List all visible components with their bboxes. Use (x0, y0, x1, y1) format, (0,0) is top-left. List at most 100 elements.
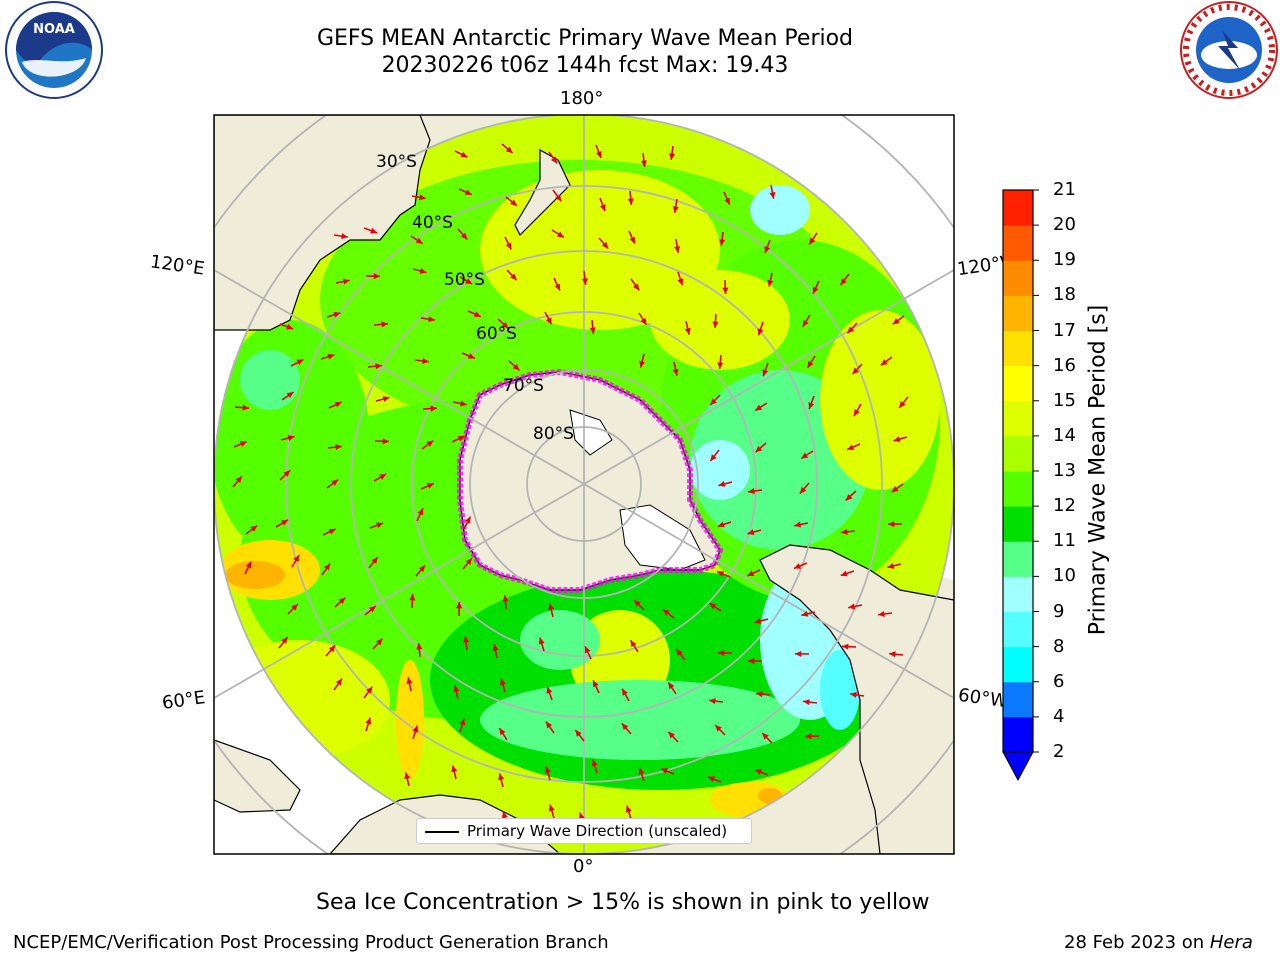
wave-arrow-head (878, 610, 885, 617)
wave-arrow-head (291, 604, 298, 611)
wave-arrow-head (235, 476, 242, 484)
wave-arrow-head (674, 246, 681, 253)
wave-arrow-head (510, 199, 517, 206)
colorbar-tick-label: 10 (1053, 565, 1076, 587)
lon-label-180: 180° (560, 88, 604, 109)
wave-arrow-head (331, 479, 339, 486)
wave-arrow-head (463, 636, 470, 643)
wave-arrow-head (505, 146, 513, 154)
wave-arrow-head (718, 649, 725, 656)
wave-arrow-head (555, 194, 562, 202)
wave-arrow-head (545, 317, 552, 325)
wave-arrow-head (755, 404, 763, 411)
colorbar-bin (1003, 365, 1033, 402)
wave-arrow-head (627, 198, 634, 205)
wave-arrow-head (668, 682, 675, 690)
colorbar-tick-label: 15 (1053, 389, 1076, 411)
wave-arrow-head (406, 677, 413, 685)
wave-arrow-head (342, 278, 350, 285)
wave-arrow-head (640, 160, 647, 167)
wave-arrow-head (591, 759, 598, 767)
wave-arrow-head (575, 729, 582, 737)
wave-arrow-head (373, 273, 380, 280)
wave-arrow-head (510, 273, 517, 281)
wave-arrow-head (747, 570, 755, 576)
wave-arrow-head (718, 481, 726, 487)
wave-arrow-head (715, 724, 722, 732)
wave-arrow-head (554, 283, 561, 291)
wave-arrow-head (593, 680, 599, 688)
wave-arrow-head (850, 691, 857, 698)
wave-arrow-head (550, 156, 558, 164)
wave-arrow-head (556, 231, 564, 238)
colorbar-tick-label: 19 (1053, 249, 1076, 271)
wave-arrow-head (717, 571, 725, 577)
wave-arrow-head (460, 232, 468, 240)
wave-arrow-head (629, 236, 635, 244)
wave-arrow-head (707, 776, 715, 782)
wave-arrow-head (889, 651, 896, 658)
wave-arrow-head (880, 359, 888, 366)
colorbar-bin (1003, 225, 1033, 261)
wave-arrow-head (428, 316, 435, 323)
wave-arrow-head (755, 445, 763, 453)
wave-arrow-head (412, 725, 419, 733)
wave-arrow-head (545, 721, 553, 729)
wave-arrow-head (622, 688, 628, 696)
wave-arrow-head (722, 287, 729, 294)
wave-arrow-head (847, 326, 854, 334)
colorbar-tick-label: 8 (1053, 635, 1065, 657)
wave-arrow-head (809, 237, 816, 245)
wave-arrow-head (426, 440, 434, 447)
colorbar-bin (1003, 260, 1033, 296)
wave-arrow-head (465, 558, 472, 566)
wave-arrow-head (893, 436, 901, 443)
wave-arrow-head (502, 595, 509, 602)
sea-ice-edge (457, 368, 724, 593)
wave-arrow-head (748, 657, 755, 665)
wave-arrow-head (418, 565, 426, 573)
wave-arrow-head (459, 400, 467, 407)
colorbar-bin (1003, 295, 1033, 331)
wave-arrow-head (473, 311, 481, 317)
wave-arrow-head (672, 206, 679, 213)
wave-arrow-head (764, 246, 771, 254)
wave-arrow-head (404, 772, 411, 780)
wave-arrow-head (601, 241, 609, 249)
wave-arrow-head (794, 521, 802, 528)
wave-arrow-head (548, 804, 555, 812)
wave-arrow-head (625, 805, 632, 813)
wave-arrow-head (538, 637, 545, 645)
wave-arrow-head (794, 563, 802, 569)
wave-arrow-head (239, 441, 247, 447)
wave-arrow-head (638, 767, 645, 775)
map-title: GEFS MEAN Antarctic Primary Wave Mean Pe… (316, 26, 854, 51)
wave-arrow-head (453, 685, 460, 693)
wave-arrow-head (840, 570, 848, 577)
wave-arrow-head (371, 557, 378, 564)
wave-arrow-head (724, 197, 730, 205)
wave-arrow-head (668, 153, 676, 160)
wave-arrow-head (286, 392, 294, 399)
colorbar-tick-label: 16 (1053, 354, 1076, 376)
wave-arrow-head (419, 268, 427, 274)
wave-arrow-head (710, 454, 717, 462)
colorbar-tick-label: 18 (1053, 284, 1076, 306)
wave-arrow-head (709, 603, 717, 610)
wave-arrow-head (366, 686, 373, 694)
lat-label-70s: 70°S (503, 376, 544, 396)
footer-date: 28 Feb 2023 on Hera (1064, 932, 1253, 953)
colorbar-bin (1003, 400, 1033, 437)
wave-arrow-head (459, 718, 466, 726)
colorbar-tick-label: 9 (1053, 600, 1065, 622)
wave-arrow-head (501, 321, 509, 329)
wave-arrow-head (505, 242, 512, 250)
colorbar-bin (1003, 646, 1033, 683)
footer-host: Hera (1209, 932, 1253, 953)
wave-arrow-head (661, 768, 669, 774)
wave-arrow-head (335, 444, 342, 451)
wave-arrow-head (762, 369, 769, 377)
wave-arrow-head (338, 597, 346, 605)
